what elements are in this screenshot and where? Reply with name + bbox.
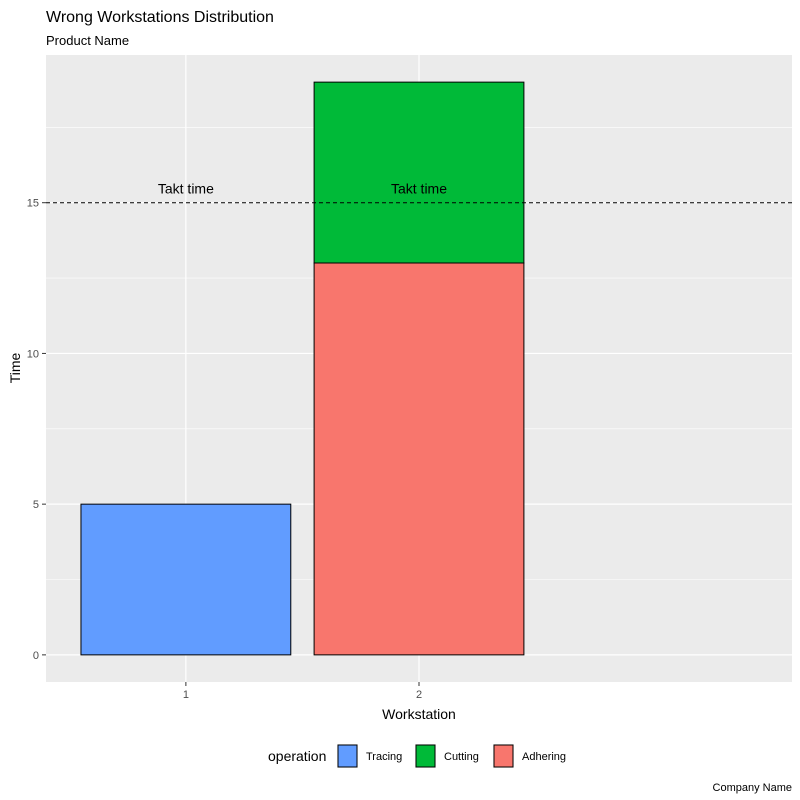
chart-title: Wrong Workstations Distribution <box>46 9 274 26</box>
x-tick-label: 2 <box>416 689 422 701</box>
chart-caption: Company Name <box>713 782 792 794</box>
legend: operation Tracing Cutting Adhering <box>268 744 566 768</box>
takt-time-label: Takt time <box>158 181 214 197</box>
y-tick-label: 5 <box>33 499 39 511</box>
bars <box>80 81 525 656</box>
legend-label-cutting: Cutting <box>444 751 479 763</box>
legend-swatch-adhering <box>493 744 514 768</box>
chart-subtitle: Product Name <box>46 33 129 48</box>
legend-label-tracing: Tracing <box>366 751 402 763</box>
bar-cutting-ws2 <box>313 81 525 264</box>
legend-swatch-tracing <box>337 744 358 768</box>
y-axis-title: Time <box>7 352 23 383</box>
legend-title: operation <box>268 748 326 764</box>
bar-adhering-ws2 <box>313 262 525 656</box>
bar-tracing-ws1 <box>80 503 292 656</box>
y-axis: 0 5 10 15 <box>27 198 46 662</box>
legend-label-adhering: Adhering <box>522 751 566 763</box>
y-tick-label: 0 <box>33 650 39 662</box>
y-tick-label: 15 <box>27 198 39 210</box>
takt-time-label: Takt time <box>391 181 447 197</box>
x-axis-title: Workstation <box>382 706 456 722</box>
y-tick-label: 10 <box>27 348 39 360</box>
legend-swatch-cutting <box>415 744 436 768</box>
x-tick-label: 1 <box>183 689 189 701</box>
takt-time-reference: Takt time Takt time <box>46 181 792 204</box>
